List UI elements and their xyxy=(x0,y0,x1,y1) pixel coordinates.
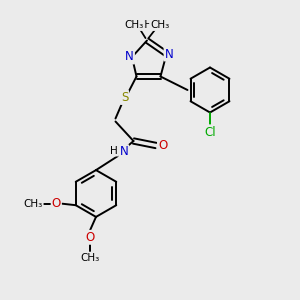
Text: H: H xyxy=(110,146,118,156)
Text: CH₃: CH₃ xyxy=(23,199,43,209)
Text: N: N xyxy=(125,50,134,64)
Text: N: N xyxy=(164,47,173,61)
Text: CH₃: CH₃ xyxy=(125,20,144,30)
Text: Cl: Cl xyxy=(204,125,216,139)
Text: CH₃: CH₃ xyxy=(150,20,169,30)
Text: O: O xyxy=(52,197,61,210)
Text: CH₃: CH₃ xyxy=(137,20,157,30)
Text: CH₃: CH₃ xyxy=(80,253,100,263)
Text: O: O xyxy=(158,139,167,152)
Text: O: O xyxy=(85,231,94,244)
Text: S: S xyxy=(121,91,128,104)
Text: N: N xyxy=(119,145,128,158)
